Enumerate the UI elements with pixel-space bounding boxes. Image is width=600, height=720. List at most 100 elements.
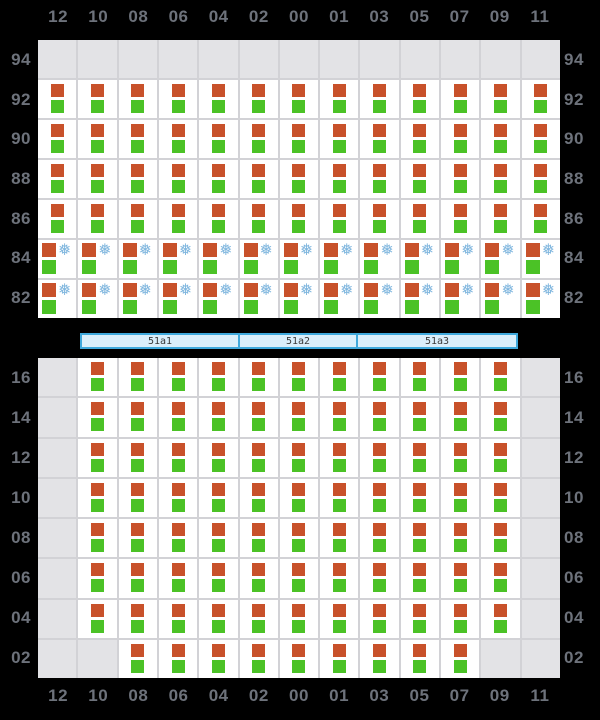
grid-cell[interactable] <box>360 120 399 158</box>
grid-cell[interactable] <box>400 200 440 238</box>
grid-cell[interactable] <box>521 200 560 238</box>
grid-cell[interactable] <box>360 559 399 598</box>
grid-cell[interactable] <box>239 80 278 118</box>
grid-cell[interactable] <box>279 398 319 437</box>
grid-cell[interactable] <box>481 438 520 477</box>
grid-cell[interactable] <box>360 639 399 678</box>
grid-cell[interactable] <box>400 478 440 517</box>
grid-cell[interactable] <box>118 519 157 558</box>
grid-cell[interactable] <box>199 478 238 517</box>
grid-cell[interactable] <box>481 160 520 198</box>
grid-cell[interactable] <box>158 559 198 598</box>
section-bar-segment[interactable]: 51a3 <box>356 333 518 349</box>
grid-cell[interactable] <box>239 358 278 397</box>
grid-cell[interactable] <box>320 398 359 437</box>
grid-cell[interactable] <box>400 358 440 397</box>
grid-cell[interactable] <box>360 80 399 118</box>
grid-cell[interactable] <box>199 80 238 118</box>
grid-cell[interactable] <box>360 358 399 397</box>
grid-cell[interactable] <box>158 80 198 118</box>
grid-cell[interactable]: ❅ <box>360 240 399 278</box>
grid-cell[interactable] <box>239 639 278 678</box>
grid-cell[interactable]: ❅ <box>320 240 359 278</box>
grid-cell[interactable] <box>441 438 480 477</box>
grid-cell[interactable] <box>158 120 198 158</box>
grid-cell[interactable] <box>158 519 198 558</box>
grid-cell[interactable] <box>400 599 440 638</box>
grid-cell[interactable] <box>279 200 319 238</box>
grid-cell[interactable] <box>158 358 198 397</box>
grid-cell[interactable]: ❅ <box>118 240 157 278</box>
grid-cell[interactable] <box>320 599 359 638</box>
grid-cell[interactable]: ❅ <box>400 240 440 278</box>
grid-cell[interactable] <box>521 80 560 118</box>
grid-cell[interactable] <box>38 200 77 238</box>
grid-cell[interactable] <box>320 559 359 598</box>
grid-cell[interactable] <box>481 559 520 598</box>
grid-cell[interactable] <box>279 160 319 198</box>
grid-cell[interactable] <box>400 438 440 477</box>
grid-cell[interactable] <box>199 639 238 678</box>
grid-cell[interactable]: ❅ <box>38 240 77 278</box>
grid-cell[interactable] <box>118 80 157 118</box>
grid-cell[interactable] <box>360 160 399 198</box>
grid-cell[interactable] <box>320 80 359 118</box>
grid-cell[interactable] <box>239 559 278 598</box>
grid-cell[interactable] <box>521 160 560 198</box>
grid-cell[interactable] <box>239 120 278 158</box>
grid-cell[interactable] <box>279 120 319 158</box>
grid-cell[interactable] <box>279 478 319 517</box>
grid-cell[interactable]: ❅ <box>521 240 560 278</box>
grid-cell[interactable] <box>199 559 238 598</box>
grid-cell[interactable] <box>118 438 157 477</box>
grid-cell[interactable] <box>118 478 157 517</box>
grid-cell[interactable] <box>239 398 278 437</box>
grid-cell[interactable] <box>320 358 359 397</box>
grid-cell[interactable] <box>199 120 238 158</box>
grid-cell[interactable] <box>38 160 77 198</box>
grid-cell[interactable]: ❅ <box>78 240 117 278</box>
grid-cell[interactable]: ❅ <box>441 280 480 318</box>
grid-cell[interactable] <box>279 80 319 118</box>
grid-cell[interactable] <box>78 478 117 517</box>
grid-cell[interactable] <box>78 398 117 437</box>
grid-cell[interactable]: ❅ <box>441 240 480 278</box>
grid-cell[interactable] <box>441 398 480 437</box>
grid-cell[interactable] <box>78 358 117 397</box>
grid-cell[interactable] <box>78 200 117 238</box>
grid-cell[interactable] <box>360 478 399 517</box>
grid-cell[interactable] <box>481 478 520 517</box>
grid-cell[interactable] <box>441 200 480 238</box>
grid-cell[interactable] <box>400 120 440 158</box>
grid-cell[interactable] <box>118 200 157 238</box>
grid-cell[interactable] <box>320 639 359 678</box>
grid-cell[interactable]: ❅ <box>279 280 319 318</box>
grid-cell[interactable]: ❅ <box>158 240 198 278</box>
grid-cell[interactable] <box>320 478 359 517</box>
grid-cell[interactable] <box>239 519 278 558</box>
grid-cell[interactable] <box>118 639 157 678</box>
grid-cell[interactable] <box>360 438 399 477</box>
grid-cell[interactable] <box>118 559 157 598</box>
grid-cell[interactable] <box>481 80 520 118</box>
grid-cell[interactable] <box>400 639 440 678</box>
grid-cell[interactable]: ❅ <box>279 240 319 278</box>
grid-cell[interactable]: ❅ <box>78 280 117 318</box>
grid-cell[interactable] <box>481 398 520 437</box>
grid-cell[interactable] <box>118 120 157 158</box>
grid-cell[interactable] <box>118 358 157 397</box>
grid-cell[interactable] <box>279 519 319 558</box>
grid-cell[interactable]: ❅ <box>158 280 198 318</box>
grid-cell[interactable] <box>320 160 359 198</box>
grid-cell[interactable] <box>320 120 359 158</box>
grid-cell[interactable] <box>441 519 480 558</box>
grid-cell[interactable] <box>158 599 198 638</box>
grid-cell[interactable] <box>360 599 399 638</box>
grid-cell[interactable] <box>481 120 520 158</box>
grid-cell[interactable] <box>360 519 399 558</box>
grid-cell[interactable] <box>279 639 319 678</box>
grid-cell[interactable]: ❅ <box>360 280 399 318</box>
grid-cell[interactable] <box>360 200 399 238</box>
grid-cell[interactable] <box>441 559 480 598</box>
grid-cell[interactable] <box>78 80 117 118</box>
